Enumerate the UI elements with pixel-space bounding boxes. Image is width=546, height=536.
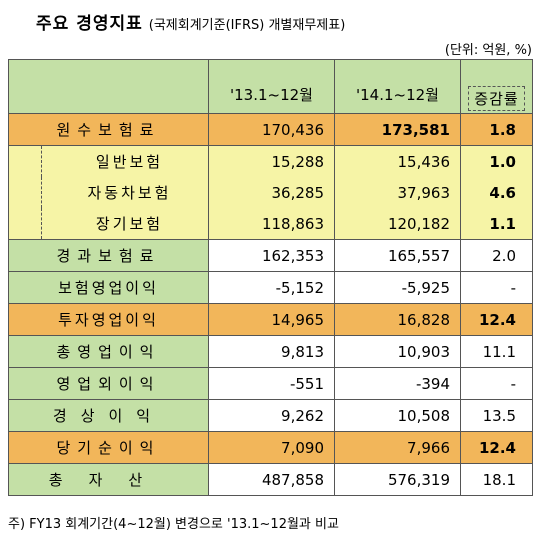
indicator-table: '13.1~12월 '14.1~12월 증감률 원수보험료 170,436 173,… xyxy=(8,59,533,496)
table-row: 자동차보험 36,285 37,963 4.6 xyxy=(8,177,533,208)
row-label-cell: 보험영업이익 xyxy=(8,271,209,304)
value-change-rate: 13.5 xyxy=(460,399,533,432)
header-change-rate: 증감률 xyxy=(460,59,533,114)
report-title: 주요 경영지표 (국제회계기준(IFRS) 개별재무제표) xyxy=(36,9,346,34)
row-label: 일반보험 xyxy=(95,153,164,171)
value-2013: 162,353 xyxy=(208,239,335,272)
row-label-cell: 일반보험 xyxy=(8,145,209,177)
row-label-cell: 자동차보험 xyxy=(8,177,209,208)
table-row: 경상이익 9,262 10,508 13.5 xyxy=(8,399,533,432)
row-label-cell: 투자영업이익 xyxy=(8,303,209,336)
row-label-cell: 총영업이익 xyxy=(8,335,209,368)
row-label: 보험영업이익 xyxy=(58,279,159,297)
value-2013: -551 xyxy=(208,367,335,400)
row-label-cell: 원수보험료 xyxy=(8,113,209,146)
table-row: 일반보험 15,288 15,436 1.0 xyxy=(8,145,533,177)
row-label: 원수보험료 xyxy=(56,121,161,139)
value-change-rate: - xyxy=(460,271,533,304)
value-2014: 173,581 xyxy=(334,113,461,146)
value-2014: -394 xyxy=(334,367,461,400)
value-2014: 7,966 xyxy=(334,431,461,464)
table-header-row: '13.1~12월 '14.1~12월 증감률 xyxy=(8,59,533,114)
value-change-rate: 1.0 xyxy=(460,145,533,177)
table-row: 총영업이익 9,813 10,903 11.1 xyxy=(8,335,533,368)
value-2013: 36,285 xyxy=(208,177,335,208)
value-change-rate: 1.1 xyxy=(460,208,533,240)
table-row: 보험영업이익 -5,152 -5,925- xyxy=(8,271,533,304)
table-row: 총자산 487,858 576,319 18.1 xyxy=(8,463,533,496)
row-label: 경상이익 xyxy=(52,407,165,425)
value-2014: 576,319 xyxy=(334,463,461,496)
table-row: 경과보험료 162,353 165,557 2.0 xyxy=(8,239,533,272)
row-label-cell: 경과보험료 xyxy=(8,239,209,272)
value-2013: 487,858 xyxy=(208,463,335,496)
value-2013: 9,262 xyxy=(208,399,335,432)
footnote: 주) FY13 회계기간(4~12월) 변경으로 '13.1~12월과 비교 xyxy=(8,517,339,532)
row-label-cell: 영업외이익 xyxy=(8,367,209,400)
value-2014: 16,828 xyxy=(334,303,461,336)
value-2014: 10,903 xyxy=(334,335,461,368)
sub-item-bracket xyxy=(41,177,42,208)
header-period-2013: '13.1~12월 xyxy=(208,59,335,114)
value-2013: 14,965 xyxy=(208,303,335,336)
header-blank-cell xyxy=(8,59,209,114)
title-subtitle: (국제회계기준(IFRS) 개별재무제표) xyxy=(148,18,346,33)
value-change-rate: - xyxy=(460,367,533,400)
value-2014: 120,182 xyxy=(334,208,461,240)
row-label: 자동차보험 xyxy=(87,184,172,202)
value-2013: 170,436 xyxy=(208,113,335,146)
unit-label: (단위: 억원, %) xyxy=(444,43,532,58)
value-2013: 118,863 xyxy=(208,208,335,240)
value-change-rate: 12.4 xyxy=(460,303,533,336)
table-row: 장기보험 118,863 120,182 1.1 xyxy=(8,208,533,240)
value-2013: 15,288 xyxy=(208,145,335,177)
sub-item-bracket xyxy=(41,146,42,177)
row-label-cell: 당기순이익 xyxy=(8,431,209,464)
title-main: 주요 경영지표 xyxy=(36,14,143,34)
row-label: 총자산 xyxy=(48,471,169,489)
table-row: 투자영업이익 14,965 16,828 12.4 xyxy=(8,303,533,336)
header-period-2014: '14.1~12월 xyxy=(334,59,461,114)
table-row: 당기순이익 7,090 7,966 12.4 xyxy=(8,431,533,464)
value-2014: -5,925 xyxy=(334,271,461,304)
row-label: 장기보험 xyxy=(95,215,164,233)
value-change-rate: 11.1 xyxy=(460,335,533,368)
value-change-rate: 4.6 xyxy=(460,177,533,208)
value-change-rate: 12.4 xyxy=(460,431,533,464)
row-label-cell: 장기보험 xyxy=(8,208,209,240)
value-change-rate: 2.0 xyxy=(460,239,533,272)
value-2013: 7,090 xyxy=(208,431,335,464)
row-label: 투자영업이익 xyxy=(58,311,159,329)
row-label-cell: 경상이익 xyxy=(8,399,209,432)
value-2014: 15,436 xyxy=(334,145,461,177)
value-2014: 37,963 xyxy=(334,177,461,208)
table-row: 영업외이익 -551 -394- xyxy=(8,367,533,400)
row-label: 당기순이익 xyxy=(56,439,161,457)
row-label: 영업외이익 xyxy=(56,375,161,393)
sub-item-bracket xyxy=(41,208,42,239)
header-change-rate-label: 증감률 xyxy=(468,86,525,111)
value-2014: 10,508 xyxy=(334,399,461,432)
value-2013: -5,152 xyxy=(208,271,335,304)
value-change-rate: 18.1 xyxy=(460,463,533,496)
value-change-rate: 1.8 xyxy=(460,113,533,146)
value-2014: 165,557 xyxy=(334,239,461,272)
row-label-cell: 총자산 xyxy=(8,463,209,496)
table-row: 원수보험료 170,436 173,581 1.8 xyxy=(8,113,533,146)
row-label: 총영업이익 xyxy=(56,343,161,361)
value-2013: 9,813 xyxy=(208,335,335,368)
row-label: 경과보험료 xyxy=(56,247,161,265)
